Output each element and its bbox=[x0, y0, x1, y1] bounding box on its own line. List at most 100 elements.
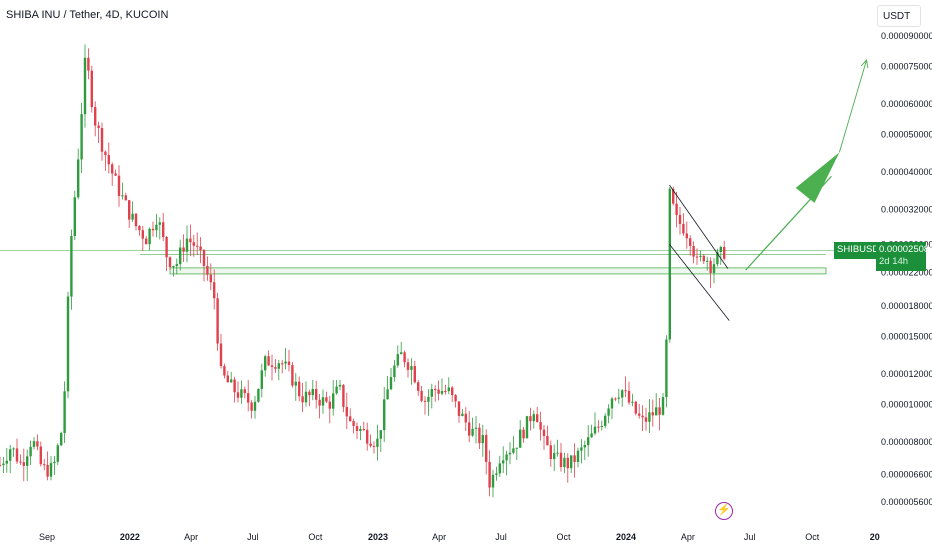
candle-body bbox=[508, 452, 512, 455]
candle-body bbox=[447, 387, 450, 392]
channel-line bbox=[669, 244, 730, 321]
annotations bbox=[669, 59, 869, 321]
candle-body bbox=[488, 461, 491, 488]
candle-body bbox=[138, 226, 141, 231]
support-zone-rect bbox=[169, 267, 827, 275]
candle-body bbox=[396, 354, 399, 366]
candle-body bbox=[376, 438, 379, 447]
candle-body bbox=[655, 407, 658, 416]
candle-body bbox=[423, 400, 427, 402]
y-tick-label: 0.000090000 bbox=[881, 31, 932, 41]
candle-body bbox=[583, 445, 586, 448]
candle-body bbox=[573, 455, 576, 463]
target-arrow-head bbox=[795, 152, 840, 203]
candle-body bbox=[648, 412, 651, 422]
candle-body bbox=[240, 389, 243, 398]
y-tick-label: 0.000050000 bbox=[881, 130, 932, 140]
candle-body bbox=[556, 452, 559, 454]
candle-body bbox=[328, 401, 331, 409]
extension-arrow-head bbox=[860, 59, 869, 68]
y-tick-label: 0.000010000 bbox=[881, 400, 932, 410]
currency-selector[interactable]: USDT bbox=[877, 5, 921, 27]
candle-body bbox=[192, 242, 195, 246]
candle-body bbox=[515, 447, 518, 449]
candle-body bbox=[216, 298, 219, 344]
candle-body bbox=[158, 222, 161, 225]
candle-body bbox=[165, 236, 168, 258]
candle-body bbox=[519, 429, 522, 448]
candle-body bbox=[692, 246, 695, 257]
candle-body bbox=[264, 356, 267, 371]
candle-body bbox=[36, 441, 39, 447]
candle-body bbox=[417, 382, 420, 391]
candle-body bbox=[345, 406, 348, 417]
candle-body bbox=[638, 413, 641, 416]
candle-body bbox=[495, 473, 498, 475]
time-axis[interactable]: Sep 2022 Apr Jul Oct 2023 Apr Jul Oct 2024 Apr Jul O… bbox=[39, 532, 880, 542]
candle-body bbox=[287, 361, 291, 366]
candle-body bbox=[26, 456, 29, 466]
candle-body bbox=[675, 203, 678, 215]
candle-body bbox=[502, 460, 505, 464]
candle-body bbox=[406, 362, 410, 370]
candle-body bbox=[468, 422, 471, 436]
candle-body bbox=[682, 223, 685, 234]
x-tick-label: Oct bbox=[556, 532, 571, 542]
chart-title: SHIBA INU / Tether, 4D, KUCOIN bbox=[6, 9, 169, 21]
candle-body bbox=[410, 366, 413, 370]
candle-body bbox=[168, 257, 172, 268]
lightning-bolt-icon[interactable]: ⚡ bbox=[715, 502, 733, 520]
candle-body bbox=[46, 464, 49, 477]
candle-body bbox=[481, 435, 484, 444]
candle-body bbox=[63, 391, 66, 433]
bar-countdown: 2d 14h bbox=[879, 256, 909, 267]
candle-body bbox=[427, 396, 430, 402]
candle-body bbox=[43, 464, 46, 466]
candle-body bbox=[716, 251, 719, 265]
candle-body bbox=[247, 393, 250, 403]
candle-body bbox=[634, 401, 637, 414]
candle-body bbox=[145, 238, 148, 245]
candle-body bbox=[400, 352, 403, 355]
candle-body bbox=[202, 250, 206, 266]
candle-body bbox=[702, 255, 705, 262]
candle-body bbox=[651, 412, 654, 416]
candle-body bbox=[233, 379, 236, 393]
candle-body bbox=[641, 415, 644, 418]
candles bbox=[0, 44, 726, 498]
candle-body bbox=[665, 339, 668, 398]
candle-body bbox=[525, 416, 529, 439]
candle-body bbox=[284, 361, 287, 364]
candle-body bbox=[124, 195, 127, 201]
candle-body bbox=[355, 425, 359, 431]
candle-body bbox=[491, 474, 495, 488]
candle-body bbox=[668, 188, 671, 340]
candle-body bbox=[2, 463, 5, 466]
candle-body bbox=[624, 390, 627, 392]
candle-body bbox=[12, 448, 15, 450]
y-tick-label: 0.000012000 bbox=[881, 369, 932, 379]
y-tick-label: 0.000060000 bbox=[881, 99, 932, 109]
y-tick-label: 0.000018000 bbox=[881, 301, 932, 311]
candle-body bbox=[464, 413, 467, 423]
candle-body bbox=[100, 128, 104, 152]
candle-body bbox=[104, 151, 107, 156]
candle-body bbox=[369, 443, 372, 446]
candle-body bbox=[66, 296, 70, 392]
candle-body bbox=[250, 402, 253, 411]
candle-body bbox=[485, 435, 488, 462]
candle-body bbox=[39, 446, 42, 465]
x-tick-label: Apr bbox=[184, 532, 198, 542]
candle-body bbox=[712, 264, 716, 273]
candle-body bbox=[342, 384, 345, 407]
candle-body bbox=[9, 449, 12, 461]
candle-body bbox=[498, 463, 501, 474]
candle-body bbox=[315, 388, 318, 400]
candle-body bbox=[430, 389, 433, 397]
candle-body bbox=[542, 429, 546, 437]
candle-body bbox=[73, 197, 76, 236]
candle-body bbox=[474, 427, 478, 429]
candle-body bbox=[529, 416, 532, 422]
candle-body bbox=[617, 397, 620, 399]
